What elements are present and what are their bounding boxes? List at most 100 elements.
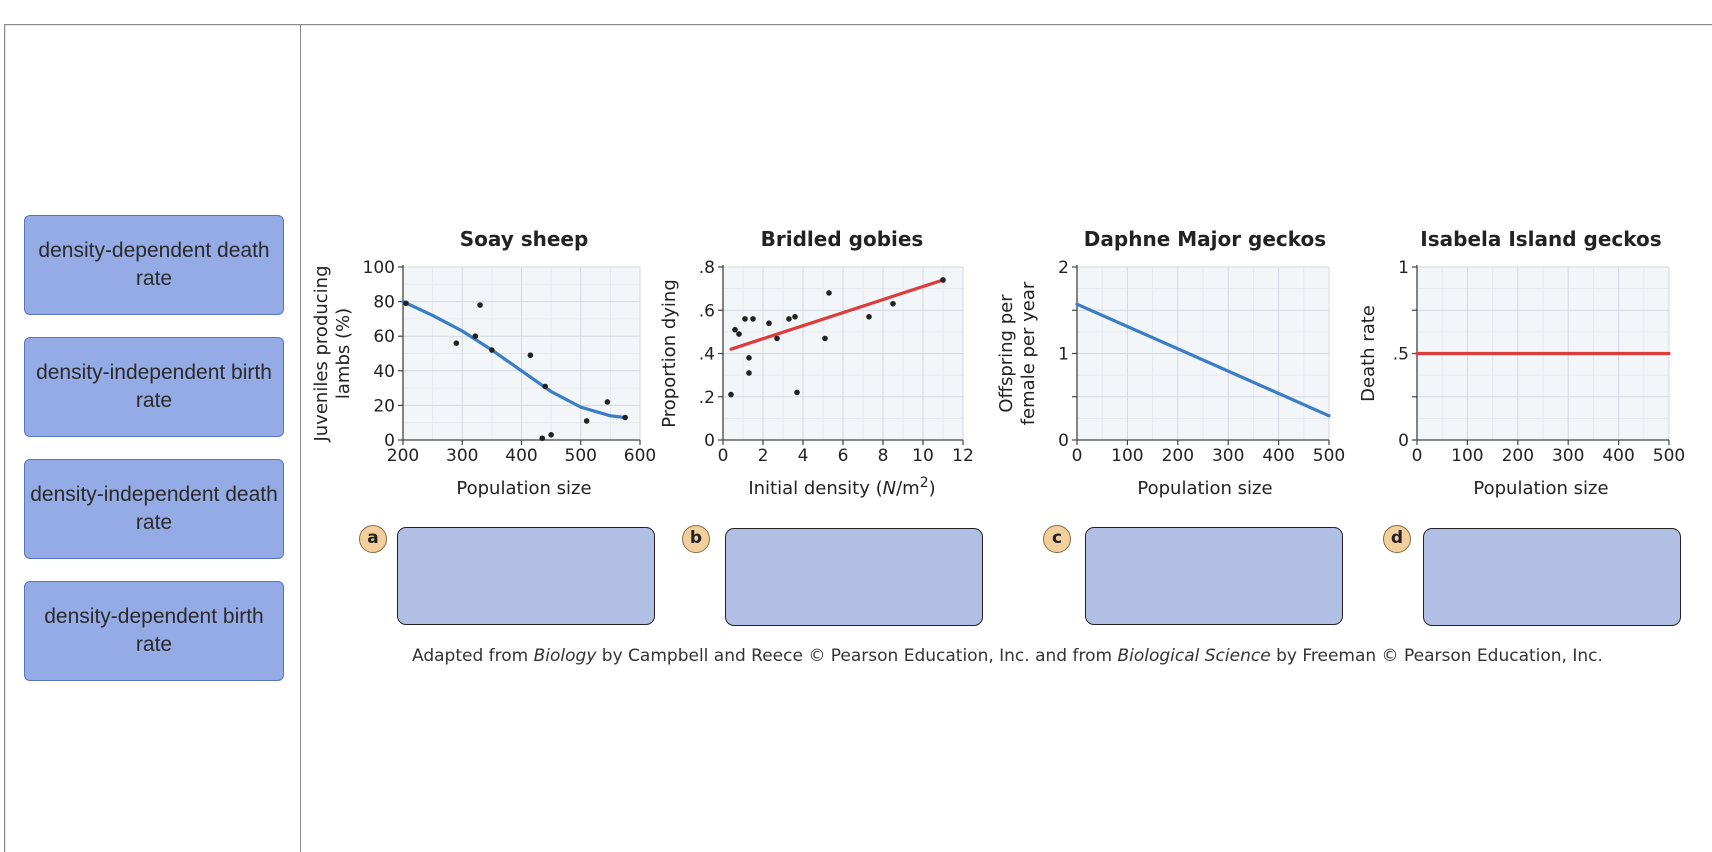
x-tick-label: 300 — [446, 446, 478, 466]
credit-text-3: by Freeman © Pearson Education, Inc. — [1270, 646, 1603, 666]
y-tick-label: 0 — [1058, 431, 1069, 451]
x-axis-label: Population size — [1473, 478, 1608, 499]
y-tick-label: 100 — [363, 258, 395, 278]
label-density-dependent-death-rate[interactable]: density-dependent death rate — [24, 215, 284, 315]
label-text: density-dependent death rate — [38, 239, 270, 290]
x-tick-label: 2 — [758, 446, 769, 466]
data-point — [750, 316, 756, 322]
label-text: density-independent death rate — [30, 483, 278, 534]
data-point — [746, 355, 752, 361]
y-tick-label: 1 — [1058, 345, 1069, 365]
data-point — [453, 340, 460, 346]
activity-frame — [4, 24, 1712, 852]
data-point — [732, 326, 738, 333]
x-axis-label: Population size — [456, 478, 591, 499]
data-point — [742, 316, 748, 322]
data-point — [746, 370, 752, 376]
x-tick-label: 300 — [1552, 446, 1584, 466]
chart-title: Bridled gobies — [761, 227, 924, 251]
panel-divider — [300, 24, 301, 852]
label-density-dependent-birth-rate[interactable]: density-dependent birth rate — [24, 581, 284, 681]
y-tick-label: .2 — [699, 388, 715, 408]
data-point — [622, 414, 628, 421]
data-point — [890, 300, 896, 307]
data-point — [766, 320, 772, 327]
y-tick-label: 20 — [373, 396, 395, 416]
drop-zone-a[interactable] — [397, 527, 655, 625]
x-tick-label: 200 — [1502, 446, 1534, 466]
x-tick-label: 12 — [952, 446, 974, 466]
data-point — [548, 432, 554, 438]
data-point — [539, 435, 546, 442]
label-density-independent-birth-rate[interactable]: density-independent birth rate — [24, 337, 284, 437]
data-point — [527, 352, 534, 359]
y-tick-label: 1 — [1398, 258, 1409, 278]
data-point — [794, 389, 800, 396]
data-point — [940, 277, 946, 283]
chart-title: Isabela Island geckos — [1420, 227, 1661, 251]
x-tick-label: 100 — [1451, 446, 1483, 466]
label-text: density-dependent birth rate — [44, 605, 264, 656]
drop-zone-b[interactable] — [725, 528, 983, 626]
y-axis-label: Juveniles producing — [311, 265, 332, 442]
data-point — [472, 333, 479, 340]
x-axis-label: Population size — [1137, 478, 1272, 499]
chart-title: Soay sheep — [460, 227, 589, 251]
trend-curve — [401, 300, 627, 420]
y-axis-label: lambs (%) — [333, 308, 354, 399]
x-tick-label: 4 — [798, 446, 809, 466]
x-tick-label: 500 — [565, 446, 597, 466]
x-tick-label: 0 — [1072, 446, 1083, 466]
y-tick-label: .8 — [699, 258, 715, 278]
drop-zone-c[interactable] — [1085, 527, 1343, 625]
x-axis-label: Initial density (N/m2) — [748, 475, 935, 499]
y-axis-label: Death rate — [1358, 305, 1379, 402]
credit-text-2: by Campbell and Reece © Pearson Educatio… — [596, 646, 1118, 666]
data-point — [477, 302, 483, 308]
label-density-independent-death-rate[interactable]: density-independent death rate — [24, 459, 284, 559]
x-tick-label: 8 — [878, 446, 889, 466]
x-tick-label: 6 — [838, 446, 849, 466]
data-point — [822, 335, 828, 342]
x-tick-label: 500 — [1313, 446, 1345, 466]
data-point — [792, 313, 798, 320]
credit-text-1: Adapted from — [412, 646, 534, 666]
badge-a: a — [359, 525, 387, 553]
y-tick-label: .4 — [699, 345, 715, 365]
x-tick-label: 600 — [624, 446, 656, 466]
data-point — [489, 347, 495, 353]
source-credit: Adapted from Biology by Campbell and Ree… — [412, 646, 1712, 666]
badge-b: b — [682, 525, 710, 553]
data-point — [826, 290, 832, 296]
y-tick-label: 0 — [1398, 431, 1409, 451]
x-tick-label: 500 — [1653, 446, 1685, 466]
badge-c: c — [1043, 525, 1071, 553]
drop-zone-d[interactable] — [1423, 528, 1681, 626]
x-tick-label: 400 — [1602, 446, 1634, 466]
y-axis-label: Offspring per — [996, 294, 1017, 413]
data-point — [604, 399, 611, 405]
data-point — [736, 331, 742, 337]
y-tick-label: .5 — [1393, 345, 1409, 365]
credit-book-2: Biological Science — [1117, 646, 1271, 666]
x-tick-label: 100 — [1111, 446, 1143, 466]
x-tick-label: 10 — [912, 446, 934, 466]
credit-book-1: Biology — [533, 646, 597, 666]
x-tick-label: 200 — [387, 446, 419, 466]
data-point — [786, 316, 792, 322]
x-tick-label: 300 — [1212, 446, 1244, 466]
badge-d: d — [1383, 525, 1411, 553]
trend-line — [729, 278, 945, 351]
y-tick-label: 60 — [373, 327, 395, 347]
y-tick-label: 0 — [384, 431, 395, 451]
data-point — [728, 391, 734, 398]
y-tick-label: .6 — [699, 301, 715, 321]
x-tick-label: 200 — [1162, 446, 1194, 466]
y-tick-label: 0 — [704, 431, 715, 451]
chart-title: Daphne Major geckos — [1084, 227, 1326, 251]
y-tick-label: 80 — [373, 293, 395, 313]
data-point — [403, 300, 409, 307]
label-text: density-independent birth rate — [36, 361, 272, 412]
x-tick-label: 0 — [718, 446, 729, 466]
